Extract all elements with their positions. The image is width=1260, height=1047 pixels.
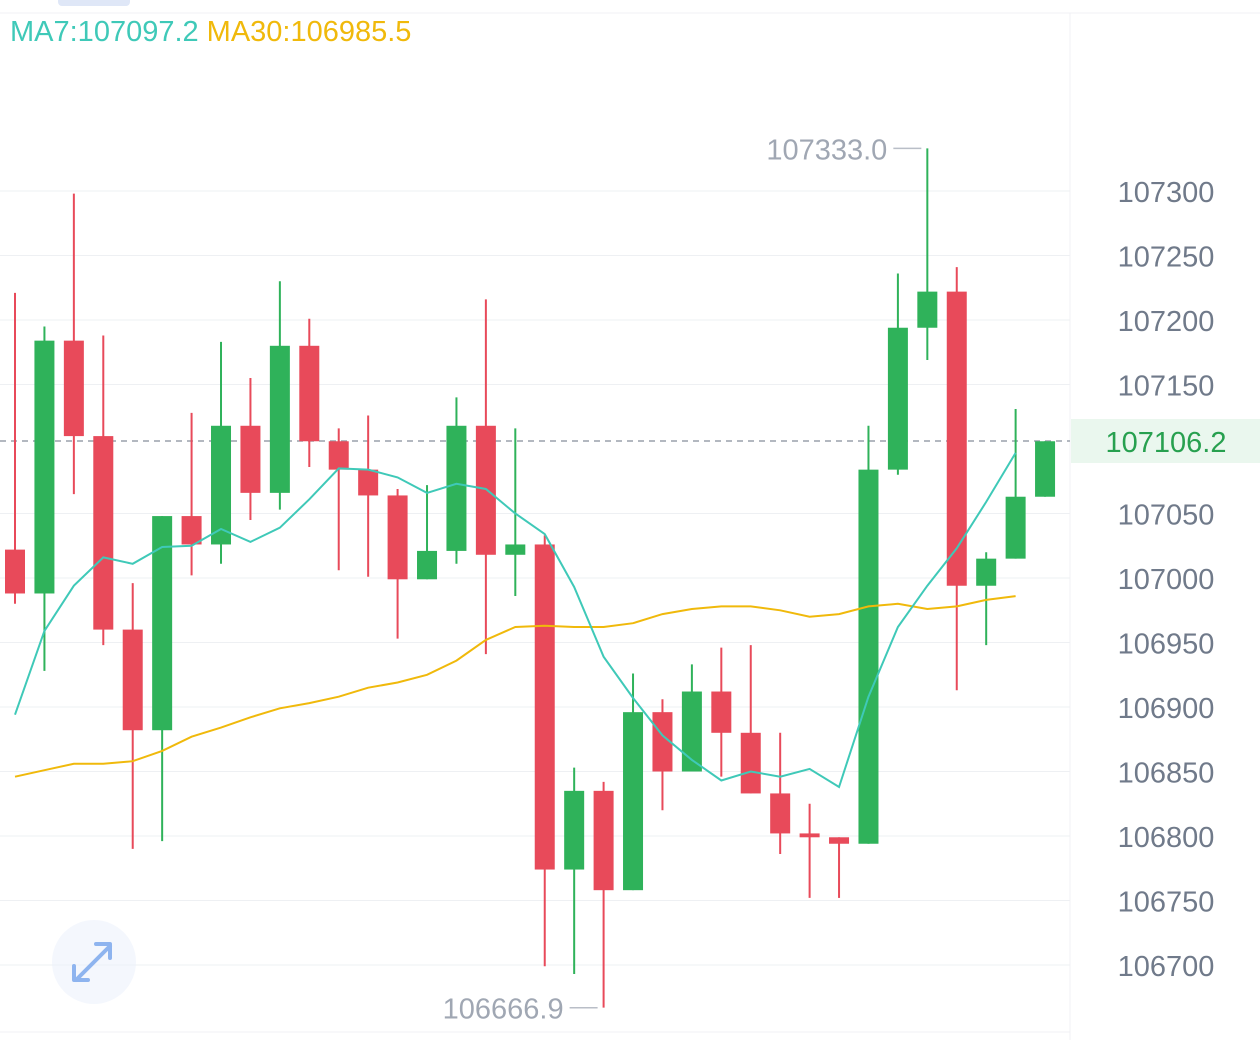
candle-down [652, 712, 673, 772]
ma30-legend-label: MA30:106985.5 [206, 16, 412, 48]
y-tick-label: 107000 [1118, 564, 1215, 596]
ma-legend: MA7:107097.2 MA30:106985.5 [10, 16, 419, 49]
ma30-line [14, 595, 1016, 778]
candle-up [681, 691, 702, 772]
y-tick-label: 106900 [1118, 693, 1215, 725]
top-tab-indicator [58, 0, 130, 6]
candle-down [93, 436, 114, 630]
candle-up [887, 327, 908, 470]
candle-up [417, 550, 438, 580]
y-tick-label: 106700 [1118, 951, 1215, 983]
candle-down [122, 629, 143, 731]
y-tick-label: 107200 [1118, 306, 1215, 338]
candle-up [211, 425, 232, 545]
candle-up [269, 345, 290, 493]
y-tick-label: 106800 [1118, 822, 1215, 854]
candle-up [623, 712, 644, 891]
candle-up [1035, 441, 1056, 497]
candle-down [829, 837, 850, 844]
candle-up [564, 790, 585, 870]
candle-down [740, 732, 761, 794]
candle-up [505, 544, 526, 555]
candle-down [240, 425, 261, 493]
y-tick-label: 107300 [1118, 177, 1215, 209]
candle-down [63, 340, 84, 437]
y-tick-label: 106850 [1118, 758, 1215, 790]
ma7-legend-label: MA7:107097.2 [10, 16, 199, 48]
y-tick-label: 107250 [1118, 242, 1215, 274]
y-tick-label: 106750 [1118, 887, 1215, 919]
candle-down [593, 790, 614, 891]
ma7-line [14, 452, 1017, 789]
candle-down [358, 469, 379, 496]
max-price-label: 107333.0 [766, 134, 887, 166]
candle-up [1005, 496, 1026, 559]
candle-down [299, 345, 320, 442]
candle-down [534, 544, 555, 870]
candle-up [917, 291, 938, 328]
min-price-label: 106666.9 [443, 994, 564, 1026]
candle-down [5, 549, 25, 594]
y-tick-label: 107150 [1118, 371, 1215, 403]
candle-up [152, 516, 173, 731]
candle-up [446, 425, 467, 551]
candle-up [976, 558, 997, 586]
candle-down [328, 441, 349, 470]
candle-down [946, 291, 967, 586]
candle-down [711, 691, 732, 733]
current-price-label: 107106.2 [1106, 427, 1227, 459]
expand-button[interactable] [52, 920, 136, 1004]
y-tick-label: 106950 [1118, 629, 1215, 661]
expand-arrows-icon [72, 942, 112, 982]
candle-down [770, 793, 791, 834]
candle-down [387, 495, 408, 580]
current-price-badge [1071, 419, 1260, 464]
candle-down [799, 833, 820, 838]
candle-up [858, 469, 879, 844]
candle-up [34, 340, 55, 594]
candle-down [181, 516, 202, 545]
y-tick-label: 107050 [1118, 500, 1215, 532]
